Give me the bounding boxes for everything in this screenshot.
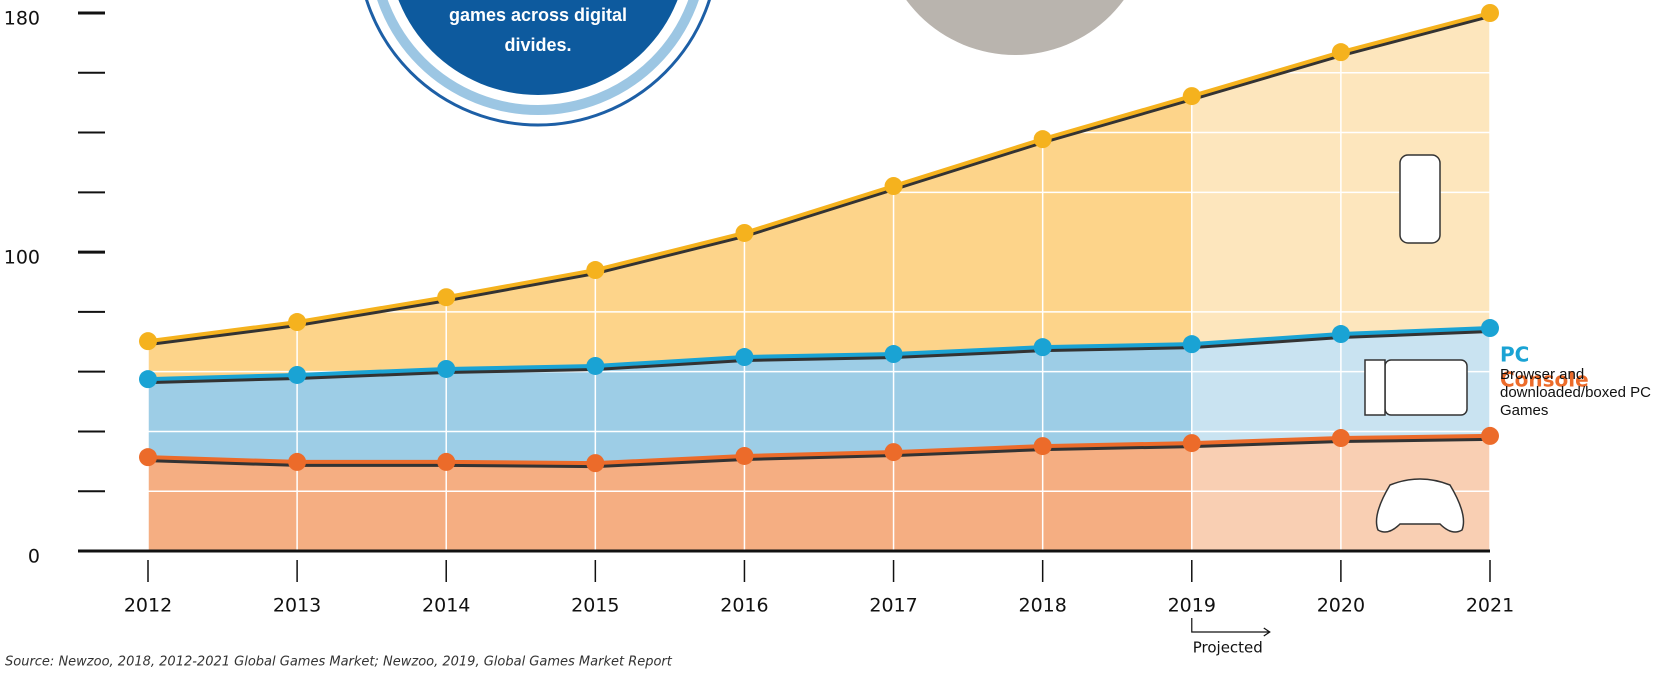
point — [1331, 43, 1350, 62]
point — [735, 223, 754, 242]
line — [147, 326, 1491, 382]
point — [1182, 335, 1201, 354]
callout-circle — [398, 0, 678, 95]
legend-name: Console — [1500, 367, 1589, 391]
x-tick-label: 2016 — [720, 595, 768, 617]
phone-icon — [1399, 154, 1441, 244]
legend-description-box: Browser and downloaded/boxed PC Games — [1500, 366, 1651, 420]
point — [586, 356, 605, 375]
line-shadow — [147, 436, 1491, 469]
point — [1033, 130, 1052, 149]
area — [148, 443, 1192, 551]
x-tick-label: 2012 — [124, 595, 172, 617]
x-tick-label: 2014 — [422, 595, 470, 617]
point — [288, 452, 307, 471]
source: Source: Newzoo, 2018, 2012-2021 Global G… — [5, 655, 673, 670]
callout-ring — [377, 0, 699, 115]
monitor-icon — [1384, 359, 1468, 416]
x-tick-label: 2020 — [1317, 595, 1365, 617]
point — [586, 261, 605, 280]
point — [139, 448, 157, 467]
point — [288, 365, 307, 384]
point — [1331, 325, 1350, 344]
y-tick-label: 0 — [28, 546, 40, 568]
callout-ring — [365, 0, 711, 127]
x-tick-label: 2021 — [1466, 595, 1514, 617]
point — [1481, 4, 1499, 22]
legend-description: Browser and downloaded/boxed PC Games — [1500, 366, 1651, 420]
point — [884, 177, 903, 196]
y-tick-label: 180 — [4, 8, 40, 30]
point — [437, 359, 456, 378]
legend-name: PC — [1500, 343, 1529, 367]
callout-text: games across digital divides. — [448, 5, 628, 55]
point — [139, 332, 157, 351]
controller-icon — [1375, 478, 1465, 533]
line-shadow — [147, 329, 1491, 385]
point — [1481, 426, 1499, 445]
x-tick-label: 2015 — [571, 595, 619, 617]
x-tick-label: 2019 — [1168, 595, 1216, 617]
x-tick-label: 2017 — [869, 595, 917, 617]
icons — [1364, 154, 1468, 533]
line-shadow — [147, 14, 1491, 347]
point — [1481, 319, 1499, 338]
point — [1331, 429, 1350, 448]
line — [147, 433, 1491, 466]
y-tick-label: 100 — [4, 247, 40, 269]
line — [147, 11, 1491, 344]
point — [1182, 87, 1201, 106]
point — [1033, 338, 1052, 357]
point — [735, 446, 754, 465]
point — [437, 452, 456, 471]
point — [1033, 437, 1052, 456]
x-tick-label: 2013 — [273, 595, 321, 617]
point — [735, 348, 754, 367]
projected-label: Projected — [1193, 639, 1263, 657]
point — [139, 370, 157, 389]
point — [1182, 434, 1201, 453]
photo — [906, 0, 1124, 55]
point — [437, 288, 456, 307]
point — [586, 454, 605, 473]
tower-icon — [1364, 359, 1386, 416]
point — [884, 443, 903, 462]
x-tick-label: 2018 — [1018, 595, 1066, 617]
projected-arrow — [1191, 618, 1271, 637]
point — [884, 345, 903, 364]
point — [288, 313, 307, 332]
callout-box: games across digital divides. — [448, 5, 628, 55]
